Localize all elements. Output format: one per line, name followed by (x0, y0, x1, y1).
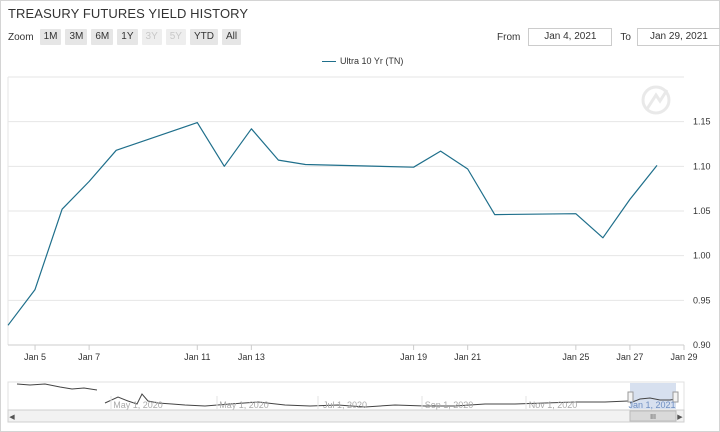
legend[interactable]: Ultra 10 Yr (TN) (322, 56, 403, 66)
navigator: May 1, 2020 May 1, 2020 Jul 1, 2020 Sep 1, … (7, 381, 685, 423)
date-range: From Jan 4, 2021 To Jan 29, 2021 (497, 28, 720, 46)
navigator-series-main (104, 393, 629, 408)
zoom-1y-button[interactable]: 1Y (117, 29, 138, 45)
navigator-label: May 1, 2020 (113, 400, 163, 410)
zoom-1m-button[interactable]: 1M (39, 29, 62, 45)
zoom-6m-button[interactable]: 6M (91, 29, 114, 45)
navigator-label: Jan 1, 2021 (628, 400, 675, 410)
x-tick-label: Jan 11 (184, 352, 210, 362)
x-tick-label: Jan 7 (78, 352, 100, 362)
navigator-label: Sep 1, 2020 (425, 400, 474, 410)
scroll-left-arrow-icon: ◀ (9, 414, 15, 421)
navigator-series-early (16, 383, 98, 391)
series-layer (7, 121, 658, 326)
zoom-3y-button: 3Y (141, 29, 162, 45)
x-axis: Jan 5 Jan 7 Jan 11 Jan 13 Jan 19 Jan 21 Jan 25… (8, 344, 698, 362)
y-tick-label: 1.05 (693, 206, 711, 216)
y-tick-label: 0.95 (693, 295, 711, 305)
navigator-scrollbar-thumb (629, 410, 677, 422)
y-tick-label: 0.90 (693, 340, 711, 350)
from-label: From (497, 31, 521, 43)
chart-title: TREASURY FUTURES YIELD HISTORY (8, 6, 249, 21)
zoom-label: Zoom (8, 31, 34, 43)
zoom-5y-button: 5Y (165, 29, 186, 45)
zoom-bar: Zoom 1M 3M 6M 1Y 3Y 5Y YTD All (8, 29, 245, 45)
navigator-handle-right (672, 391, 679, 403)
y-axis: 0.90 0.95 1.00 1.05 1.10 1.15 (693, 117, 711, 350)
navigator-selection (630, 383, 676, 409)
navigator-handle-left (627, 391, 634, 403)
x-tick-label: Jan 19 (400, 352, 427, 362)
y-tick-label: 1.15 (693, 117, 711, 127)
grid-lines (7, 76, 684, 346)
scroll-grip: III (650, 414, 656, 421)
x-tick-label: Jan 29 (670, 352, 697, 362)
x-tick-label: Jan 21 (454, 352, 481, 362)
zoom-ytd-button[interactable]: YTD (189, 29, 218, 45)
navigator-label: May 1, 2020 (219, 400, 269, 410)
to-label: To (620, 31, 631, 43)
legend-series-label: Ultra 10 Yr (TN) (340, 56, 404, 66)
from-date-input[interactable]: Jan 4, 2021 (528, 28, 613, 46)
navigator-label: Jul 1, 2020 (323, 400, 367, 410)
watermark-icon (641, 85, 671, 115)
x-tick-label: Jan 25 (562, 352, 589, 362)
zoom-3m-button[interactable]: 3M (65, 29, 88, 45)
navigator-series-selected (629, 397, 677, 404)
x-tick-label: Jan 5 (24, 352, 46, 362)
x-tick-label: Jan 13 (238, 352, 265, 362)
legend-line-swatch (322, 60, 336, 62)
scroll-right-arrow-icon: ▶ (677, 414, 683, 421)
navigator-scrollbar (7, 409, 685, 423)
x-tick-label: Jan 27 (616, 352, 643, 362)
navigator-label: Nov 1, 2020 (529, 400, 578, 410)
zoom-all-button[interactable]: All (221, 29, 242, 45)
y-tick-label: 1.10 (693, 161, 711, 171)
series-line (7, 121, 658, 326)
y-tick-label: 1.00 (693, 251, 711, 261)
